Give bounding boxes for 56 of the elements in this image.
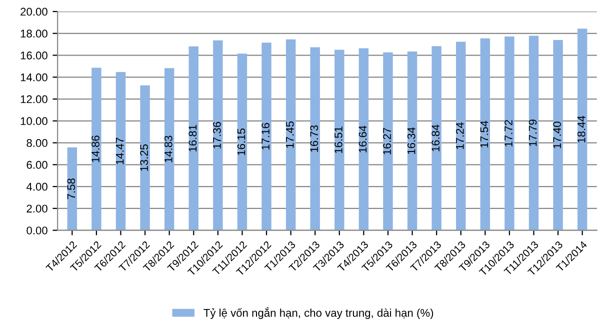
y-tick-label: 12.00 <box>20 95 48 104</box>
text: 16.84 <box>432 124 440 152</box>
text: 13.25 <box>140 144 148 171</box>
text: 17.72 <box>504 120 512 146</box>
bar <box>480 38 490 230</box>
bar <box>456 42 466 230</box>
text: 17.45 <box>286 121 294 148</box>
text: 16.15 <box>237 128 246 156</box>
y-tick-label: 16.00 <box>20 52 48 60</box>
bar <box>553 40 563 230</box>
text: 16.73 <box>310 125 318 152</box>
text: 16.81 <box>188 124 197 152</box>
text: 17.54 <box>480 120 488 148</box>
bar <box>383 52 393 230</box>
text: 14.83 <box>164 136 172 162</box>
text: 14.86 <box>92 136 100 162</box>
bar <box>116 72 126 230</box>
text: 18.44 <box>577 116 586 142</box>
bar <box>310 47 320 230</box>
text: 17.24 <box>456 122 464 150</box>
bar <box>92 68 102 230</box>
bar <box>286 39 296 230</box>
bar <box>67 147 78 230</box>
bar <box>577 28 588 230</box>
y-tick-label: 4.00 <box>26 182 48 191</box>
text: 16.64 <box>358 126 367 152</box>
bar <box>334 50 344 230</box>
text: 7.58 <box>67 178 76 200</box>
y-tick-label: 10.00 <box>20 117 48 126</box>
text: 16.27 <box>383 128 391 154</box>
bar <box>237 54 248 230</box>
text: 17.40 <box>553 122 562 148</box>
text: 16.51 <box>334 126 342 154</box>
legend-label: Tỷ lệ vốn ngắn hạn, cho vay trung, dài hạn (%) <box>204 307 434 319</box>
y-tick-label: 8.00 <box>26 139 48 147</box>
text: 17.36 <box>213 122 221 148</box>
bar <box>213 40 223 230</box>
text: 17.16 <box>262 123 270 150</box>
text: 17.79 <box>528 120 537 146</box>
bar <box>164 68 174 230</box>
bar <box>262 42 272 230</box>
y-tick-label: 2.00 <box>26 204 48 213</box>
bar <box>407 52 418 230</box>
bar <box>528 36 539 230</box>
bar <box>188 46 198 230</box>
y-tick-label: 6.00 <box>26 160 48 169</box>
bar <box>504 36 514 230</box>
y-tick-label: 0.00 <box>26 226 48 234</box>
bar <box>432 46 442 230</box>
y-tick-label: 14.00 <box>20 73 48 82</box>
text: 14.47 <box>116 138 124 164</box>
y-tick-label: 18.00 <box>20 30 48 38</box>
bar <box>358 48 369 230</box>
y-tick-label: 20.00 <box>20 8 48 16</box>
bar <box>140 85 150 230</box>
text: 16.34 <box>407 127 416 154</box>
